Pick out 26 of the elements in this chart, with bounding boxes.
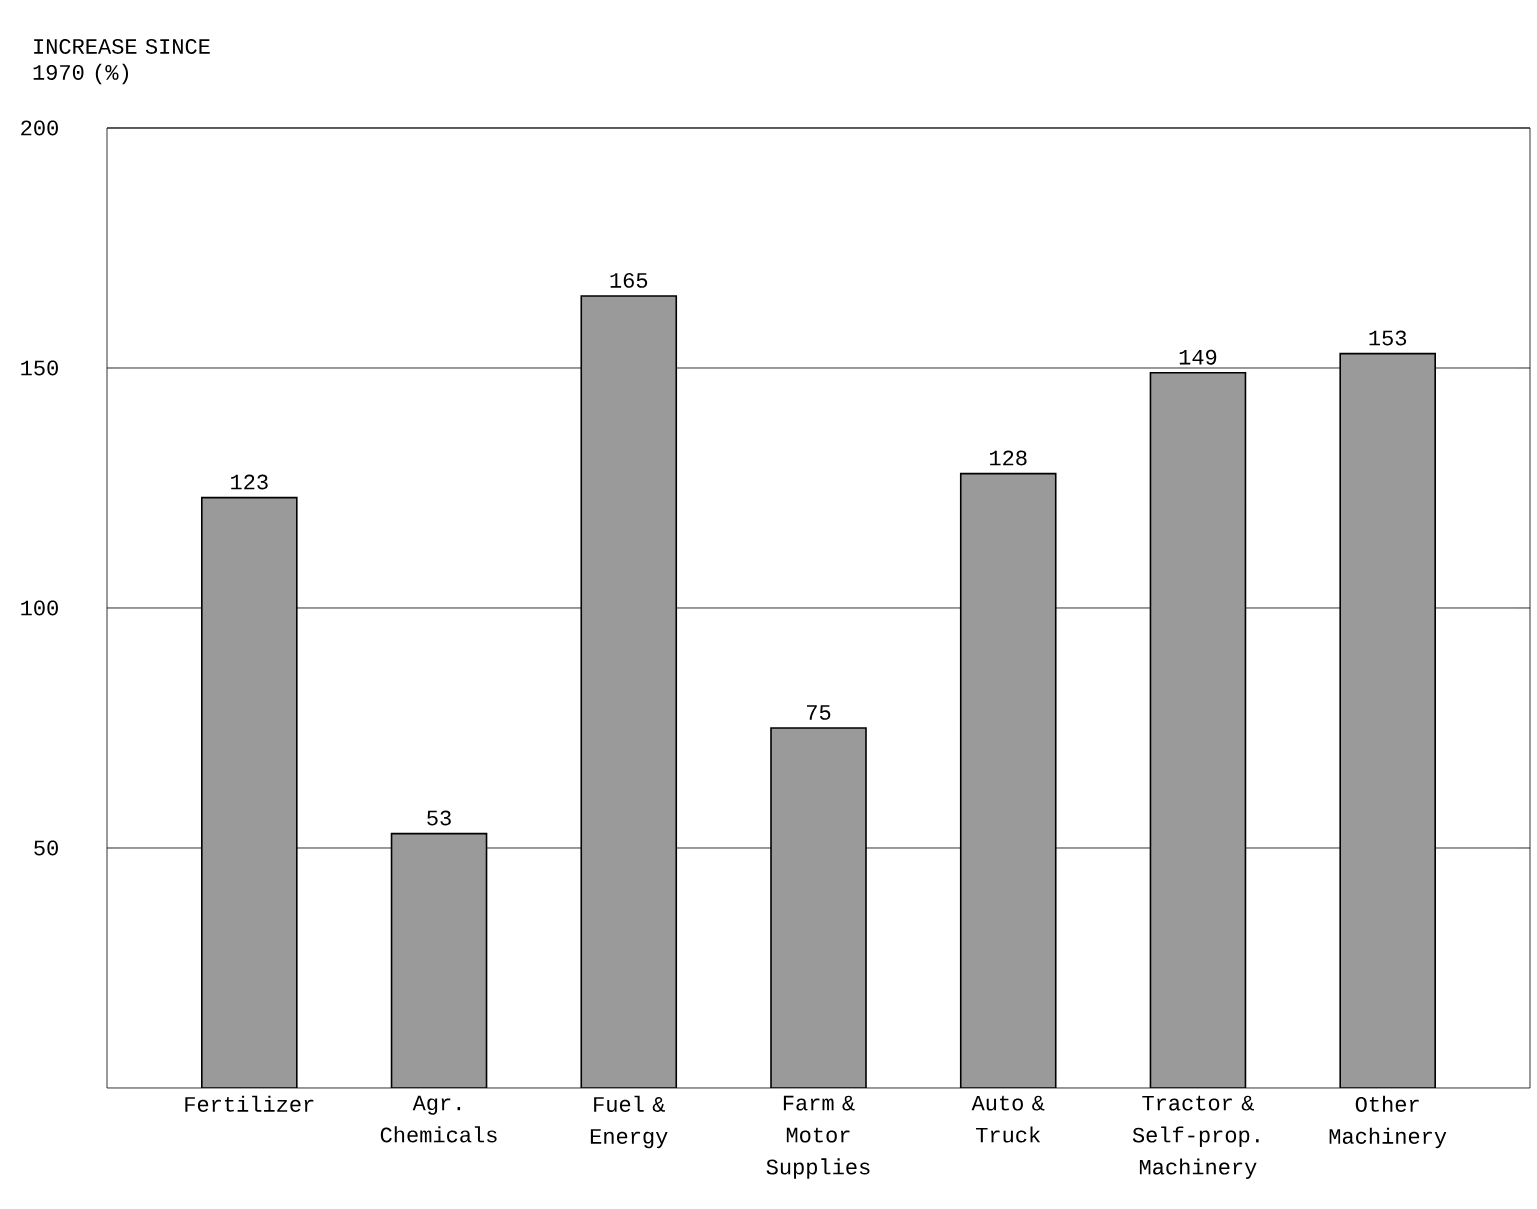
bar (770, 727, 867, 1088)
bar (390, 832, 488, 1088)
x-tick-label: Fertilizer (185, 1095, 314, 1112)
y-axis-title: INCREASE SINCE 1970 (%) (33, 38, 210, 85)
data-label: 165 (610, 272, 648, 288)
bar (580, 295, 678, 1088)
bar (959, 472, 1057, 1088)
x-tick-label: Tractor & Self-prop. Machinery (1132, 1095, 1259, 1179)
y-tick-label: 150 (21, 360, 58, 376)
x-tick-label: Farm & Motor Supplies (766, 1095, 870, 1179)
x-tick-label: Fuel & Energy (590, 1095, 668, 1149)
x-tick-label: Agr. Chemicals (380, 1095, 497, 1143)
data-label: 153 (1369, 330, 1407, 346)
data-label: 75 (806, 705, 831, 720)
data-label: 128 (990, 450, 1027, 466)
y-tick-label: 50 (34, 840, 58, 856)
x-tick-label: Auto & Truck (971, 1095, 1045, 1143)
y-tick-label: 100 (21, 600, 58, 616)
x-tick-label: Other Machinery (1329, 1095, 1447, 1149)
y-tick-label: 200 (21, 120, 58, 136)
data-label: 123 (231, 474, 268, 490)
bar (201, 496, 298, 1088)
data-label: 149 (1179, 349, 1217, 365)
bar (1339, 352, 1436, 1088)
data-label: 53 (427, 810, 451, 826)
bar (1149, 371, 1247, 1088)
